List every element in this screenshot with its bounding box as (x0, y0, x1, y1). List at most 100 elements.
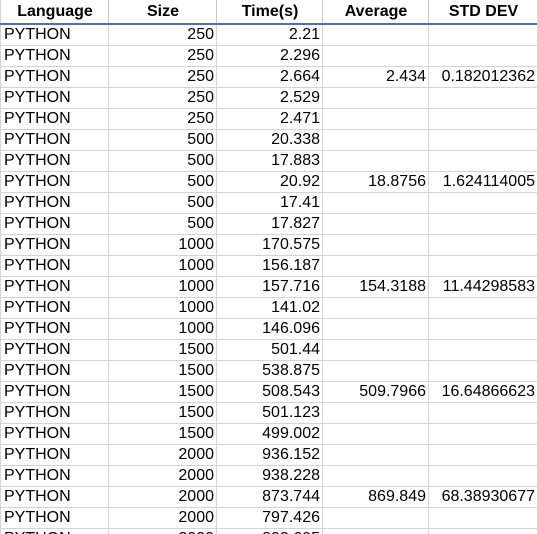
cell-size[interactable]: 500 (108, 171, 217, 193)
cell-std-dev[interactable] (428, 465, 537, 487)
cell-language[interactable]: PYTHON (0, 402, 109, 424)
cell-average[interactable] (322, 24, 429, 46)
cell-size[interactable]: 1500 (108, 381, 217, 403)
cell-time[interactable]: 156.187 (216, 255, 323, 277)
cell-size[interactable]: 2000 (108, 528, 217, 534)
cell-size[interactable]: 1000 (108, 234, 217, 256)
cell-time[interactable]: 2.296 (216, 45, 323, 67)
cell-size[interactable]: 250 (108, 45, 217, 67)
cell-std-dev[interactable]: 68.38930677 (428, 486, 537, 508)
cell-time[interactable]: 2.21 (216, 24, 323, 46)
header-size[interactable]: Size (108, 0, 217, 25)
cell-time[interactable]: 157.716 (216, 276, 323, 298)
header-average[interactable]: Average (322, 0, 429, 25)
cell-std-dev[interactable] (428, 234, 537, 256)
cell-language[interactable]: PYTHON (0, 381, 109, 403)
cell-std-dev[interactable] (428, 318, 537, 340)
cell-std-dev[interactable] (428, 129, 537, 151)
cell-size[interactable]: 1000 (108, 255, 217, 277)
cell-average[interactable] (322, 444, 429, 466)
cell-size[interactable]: 2000 (108, 465, 217, 487)
cell-time[interactable]: 538.875 (216, 360, 323, 382)
cell-language[interactable]: PYTHON (0, 150, 109, 172)
cell-language[interactable]: PYTHON (0, 24, 109, 46)
cell-average[interactable] (322, 213, 429, 235)
cell-time[interactable]: 17.827 (216, 213, 323, 235)
cell-language[interactable]: PYTHON (0, 192, 109, 214)
cell-language[interactable]: PYTHON (0, 339, 109, 361)
cell-size[interactable]: 2000 (108, 486, 217, 508)
cell-size[interactable]: 1500 (108, 339, 217, 361)
cell-average[interactable]: 154.3188 (322, 276, 429, 298)
cell-size[interactable]: 250 (108, 66, 217, 88)
cell-std-dev[interactable] (428, 150, 537, 172)
cell-language[interactable]: PYTHON (0, 297, 109, 319)
cell-size[interactable]: 500 (108, 192, 217, 214)
cell-average[interactable] (322, 339, 429, 361)
cell-size[interactable]: 1500 (108, 402, 217, 424)
cell-time[interactable]: 2.529 (216, 87, 323, 109)
cell-language[interactable]: PYTHON (0, 213, 109, 235)
cell-std-dev[interactable] (428, 339, 537, 361)
header-std-dev[interactable]: STD DEV (428, 0, 537, 25)
cell-time[interactable]: 20.92 (216, 171, 323, 193)
cell-time[interactable]: 170.575 (216, 234, 323, 256)
cell-language[interactable]: PYTHON (0, 528, 109, 534)
cell-time[interactable]: 508.543 (216, 381, 323, 403)
cell-language[interactable]: PYTHON (0, 423, 109, 445)
cell-std-dev[interactable] (428, 297, 537, 319)
cell-time[interactable]: 2.664 (216, 66, 323, 88)
cell-time[interactable]: 936.152 (216, 444, 323, 466)
cell-language[interactable]: PYTHON (0, 171, 109, 193)
cell-std-dev[interactable] (428, 360, 537, 382)
cell-size[interactable]: 2000 (108, 507, 217, 529)
cell-language[interactable]: PYTHON (0, 318, 109, 340)
cell-size[interactable]: 250 (108, 108, 217, 130)
cell-time[interactable]: 803.695 (216, 528, 323, 534)
cell-time[interactable]: 501.44 (216, 339, 323, 361)
cell-std-dev[interactable] (428, 45, 537, 67)
header-language[interactable]: Language (0, 0, 109, 25)
cell-average[interactable] (322, 192, 429, 214)
cell-average[interactable] (322, 108, 429, 130)
cell-std-dev[interactable] (428, 402, 537, 424)
cell-std-dev[interactable] (428, 213, 537, 235)
cell-time[interactable]: 17.41 (216, 192, 323, 214)
cell-average[interactable] (322, 465, 429, 487)
cell-std-dev[interactable] (428, 24, 537, 46)
cell-size[interactable]: 1500 (108, 360, 217, 382)
cell-size[interactable]: 1000 (108, 297, 217, 319)
cell-average[interactable] (322, 129, 429, 151)
cell-language[interactable]: PYTHON (0, 255, 109, 277)
cell-size[interactable]: 250 (108, 24, 217, 46)
cell-language[interactable]: PYTHON (0, 108, 109, 130)
cell-language[interactable]: PYTHON (0, 66, 109, 88)
cell-average[interactable] (322, 528, 429, 534)
cell-language[interactable]: PYTHON (0, 129, 109, 151)
cell-std-dev[interactable] (428, 192, 537, 214)
cell-average[interactable] (322, 297, 429, 319)
cell-std-dev[interactable]: 1.624114005 (428, 171, 537, 193)
cell-std-dev[interactable]: 11.44298583 (428, 276, 537, 298)
cell-time[interactable]: 501.123 (216, 402, 323, 424)
cell-average[interactable] (322, 507, 429, 529)
cell-language[interactable]: PYTHON (0, 234, 109, 256)
cell-average[interactable] (322, 45, 429, 67)
cell-time[interactable]: 797.426 (216, 507, 323, 529)
cell-language[interactable]: PYTHON (0, 87, 109, 109)
cell-size[interactable]: 500 (108, 150, 217, 172)
cell-time[interactable]: 938.228 (216, 465, 323, 487)
cell-std-dev[interactable] (428, 528, 537, 534)
cell-std-dev[interactable] (428, 108, 537, 130)
cell-time[interactable]: 146.096 (216, 318, 323, 340)
cell-average[interactable]: 509.7966 (322, 381, 429, 403)
cell-std-dev[interactable] (428, 255, 537, 277)
cell-time[interactable]: 141.02 (216, 297, 323, 319)
cell-size[interactable]: 500 (108, 129, 217, 151)
cell-language[interactable]: PYTHON (0, 465, 109, 487)
cell-average[interactable] (322, 318, 429, 340)
cell-language[interactable]: PYTHON (0, 507, 109, 529)
cell-time[interactable]: 17.883 (216, 150, 323, 172)
cell-size[interactable]: 2000 (108, 444, 217, 466)
cell-average[interactable]: 2.434 (322, 66, 429, 88)
